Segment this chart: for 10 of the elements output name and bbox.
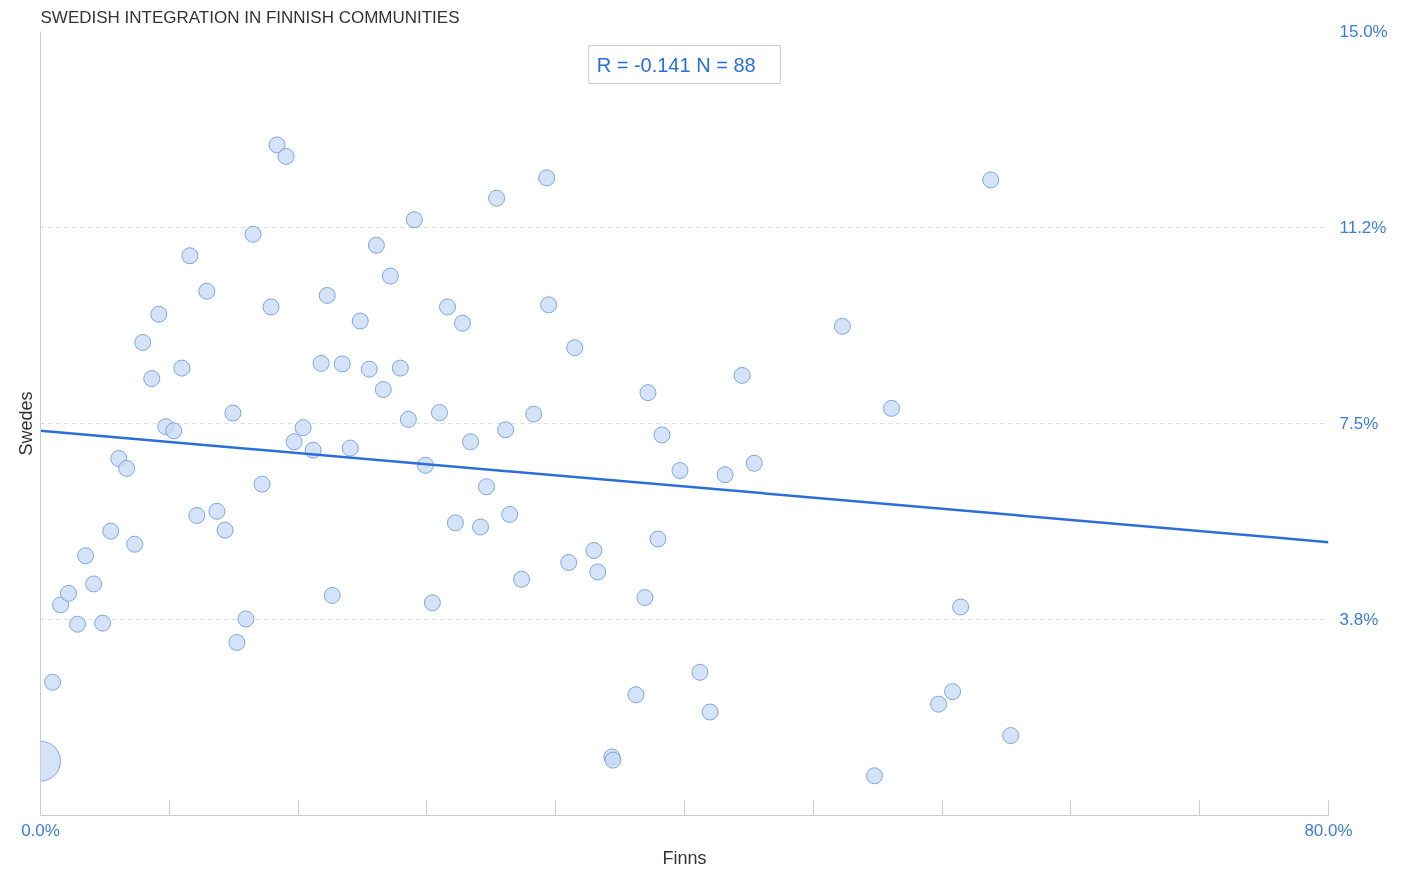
y-axis-title: Swedes [15, 391, 36, 456]
y-tick-label: 7.5% [1339, 414, 1379, 433]
y-tick-label: 15.0% [1339, 22, 1388, 41]
x-tick-label: 0.0% [21, 820, 60, 840]
x-axis-title: Finns [662, 847, 707, 868]
chart-title: SWEDISH INTEGRATION IN FINNISH COMMUNITIES [40, 7, 460, 27]
y-tick-label: 11.2% [1339, 218, 1387, 237]
y-tick-label: 3.8% [1339, 610, 1379, 629]
text: R = -0.141 N = 88 [596, 53, 756, 76]
x-tick-label: 80.0% [1304, 820, 1353, 840]
